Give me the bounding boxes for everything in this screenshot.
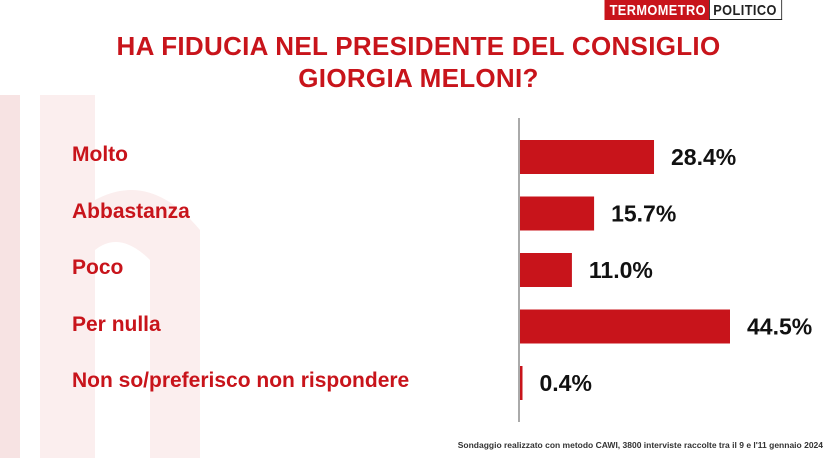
bar-abbastanza (520, 196, 595, 231)
logo-part-1: TERMOMETRO (604, 0, 710, 20)
category-label-molto: Molto (72, 143, 128, 166)
chart-title: HA FIDUCIA NEL PRESIDENTE DEL CONSIGLIO … (0, 30, 837, 94)
logo-part-2: POLITICO (709, 0, 783, 20)
value-label-per-nulla: 44.5% (747, 314, 812, 340)
bars-group: 28.4% 15.7% 11.0% 44.5% 0.4% (520, 140, 812, 400)
termometro-politico-logo: TERMOMETRO POLITICO (586, 0, 795, 20)
category-label-non-so: Non so/preferisco non rispondere (72, 369, 410, 392)
title-line-1: HA FIDUCIA NEL PRESIDENTE DEL CONSIGLIO (116, 31, 721, 61)
title-line-2: GIORGIA MELONI? (298, 63, 539, 93)
category-label-poco: Poco (72, 256, 124, 279)
value-label-abbastanza: 15.7% (611, 201, 676, 227)
bar-per-nulla (520, 309, 730, 344)
category-label-abbastanza: Abbastanza (72, 200, 190, 223)
value-label-molto: 28.4% (671, 144, 736, 170)
footnote: Sondaggio realizzato con metodo CAWI, 38… (457, 440, 823, 450)
bar-non-so-preferisco-non-rispondere (520, 366, 523, 400)
value-label-poco: 11.0% (589, 257, 653, 283)
category-label-per-nulla: Per nulla (72, 313, 161, 336)
bar-poco (520, 253, 572, 287)
bar-molto (520, 140, 655, 174)
value-label-non-so-preferisco-non-rispondere: 0.4% (540, 370, 592, 396)
